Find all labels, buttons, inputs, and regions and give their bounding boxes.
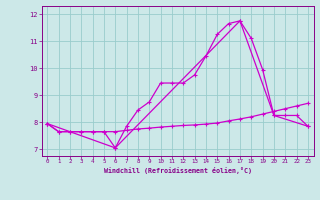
- X-axis label: Windchill (Refroidissement éolien,°C): Windchill (Refroidissement éolien,°C): [104, 167, 252, 174]
